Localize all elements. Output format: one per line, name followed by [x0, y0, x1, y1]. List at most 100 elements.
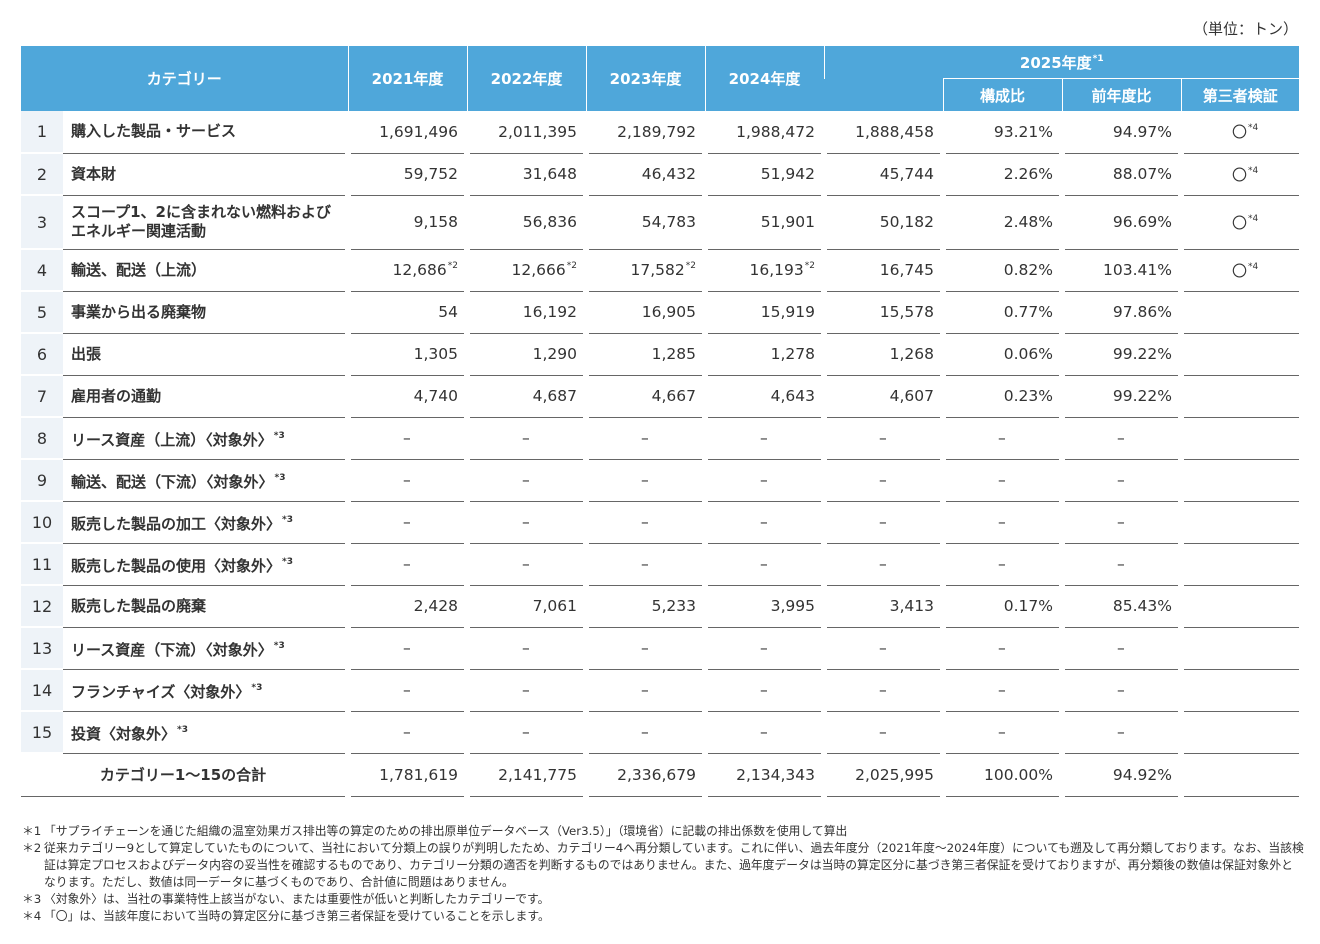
value-text: 5,233 — [651, 597, 697, 615]
value-text: – — [522, 429, 530, 447]
category-name: スコープ1、2に含まれない燃料および エネルギー関連活動 — [63, 195, 349, 250]
value-cell: 2,011,395 — [464, 111, 587, 154]
value-cell: 1,290 — [464, 333, 587, 376]
value-text: – — [641, 471, 649, 489]
value-text: – — [760, 639, 768, 657]
value-text: 1,268 — [889, 345, 935, 363]
scope3-emissions-table: カテゴリー 2021年度 2022年度 2023年度 2024年度 2025年度… — [21, 46, 1300, 797]
table-row: 6 出張 1,305 1,290 1,285 1,278 1,268 0.06% 99.22% — [21, 333, 1300, 376]
verification-cell — [1178, 417, 1300, 460]
table-row: 15 投資〈対象外〉*3– – – – – – – — [21, 711, 1300, 754]
category-name: 輸送、配送（下流）〈対象外〉*3 — [63, 459, 349, 502]
row-number: 11 — [21, 543, 63, 586]
category-name: 販売した製品の廃棄 — [63, 585, 349, 628]
verification-cell: 〇*4 — [1178, 249, 1300, 292]
yoy-ratio-cell: 103.41% — [1059, 249, 1182, 292]
value-text: – — [522, 471, 530, 489]
value-cell: – — [821, 543, 944, 586]
value-cell: 31,648 — [464, 153, 587, 196]
yoy-ratio-cell: 97.86% — [1059, 291, 1182, 334]
value-cell: 2,189,792 — [583, 111, 706, 154]
value-cell: 45,744 — [821, 153, 944, 196]
value-cell: 15,919 — [702, 291, 825, 334]
composition-ratio-cell: 0.06% — [940, 333, 1063, 376]
value-cell: – — [583, 669, 706, 712]
value-text: – — [760, 555, 768, 573]
value-text: 16,905 — [641, 303, 697, 321]
value-text: 4,643 — [770, 387, 816, 405]
value-cell: – — [702, 501, 825, 544]
verification-cell — [1178, 291, 1300, 334]
value-cell: – — [464, 711, 587, 754]
value-cell: 4,643 — [702, 375, 825, 418]
value-cell: 12,686*2 — [345, 249, 468, 292]
category-label: 輸送、配送（上流） — [71, 260, 207, 279]
value-cell: – — [345, 627, 468, 670]
table-row: 2 資本財 59,752 31,648 46,432 51,942 45,744 2.26% 8… — [21, 153, 1300, 196]
category-name: リース資産（上流）〈対象外〉*3 — [63, 417, 349, 460]
value-text: – — [879, 471, 887, 489]
verification-cell — [1178, 543, 1300, 586]
value-cell: – — [583, 711, 706, 754]
yoy-ratio-cell: 96.69% — [1059, 195, 1182, 250]
footnote-mark: *2 — [447, 261, 459, 271]
footnote-number: ＊3 — [22, 892, 42, 906]
verification-cell — [1178, 627, 1300, 670]
footnote-mark: *1 — [1092, 53, 1104, 64]
value-cell: 1,691,496 — [345, 111, 468, 154]
header-year-2024: 2024年度 — [704, 46, 825, 111]
category-label: 購入した製品・サービス — [71, 122, 237, 141]
value-cell: – — [821, 417, 944, 460]
value-text: 46,432 — [641, 165, 697, 183]
value-cell: 4,667 — [583, 375, 706, 418]
row-number: 13 — [21, 627, 63, 670]
value-cell: – — [345, 711, 468, 754]
verification-cell — [1178, 333, 1300, 376]
value-cell: – — [821, 501, 944, 544]
category-label: 出張 — [71, 344, 102, 363]
composition-ratio-cell: – — [940, 627, 1063, 670]
value-text: – — [522, 513, 530, 531]
footnote-mark: *3 — [177, 724, 188, 735]
footnote: ＊4 「〇」は、当該年度において当時の算定区分に基づき第三者保証を受けていることを… — [22, 908, 1304, 925]
value-text: 59,752 — [403, 165, 459, 183]
footnote-mark: *4 — [1248, 123, 1259, 134]
value-text: 15,919 — [760, 303, 816, 321]
value-cell: – — [702, 543, 825, 586]
header-third-party-verification: 第三者検証 — [1180, 78, 1300, 111]
category-label: リース資産（上流）〈対象外〉 — [71, 430, 273, 449]
composition-ratio-cell: – — [940, 501, 1063, 544]
footnote: ＊1 「サプライチェーンを通じた組織の温室効果ガス排出等の算定のための排出原単位デ… — [22, 823, 1304, 840]
row-number: 6 — [21, 333, 63, 376]
value-text: – — [879, 681, 887, 699]
value-cell: 1,988,472 — [702, 111, 825, 154]
verification-cell — [1178, 585, 1300, 628]
value-text: 3,413 — [889, 597, 935, 615]
value-text: – — [522, 639, 530, 657]
category-label: 資本財 — [71, 164, 117, 183]
value-text: 1,691,496 — [379, 122, 459, 141]
value-cell: – — [464, 669, 587, 712]
category-name: 輸送、配送（上流） — [63, 249, 349, 292]
value-cell: – — [583, 627, 706, 670]
value-cell: – — [345, 417, 468, 460]
verification-cell — [1178, 501, 1300, 544]
value-text: 56,836 — [522, 213, 578, 231]
value-cell: – — [821, 669, 944, 712]
category-name: リース資産（下流）〈対象外〉*3 — [63, 627, 349, 670]
value-text: 16,192 — [522, 303, 578, 321]
value-cell: 51,942 — [702, 153, 825, 196]
value-cell: – — [702, 627, 825, 670]
composition-ratio-cell: 2.26% — [940, 153, 1063, 196]
value-text: 12,686 — [392, 261, 447, 279]
value-text: – — [760, 471, 768, 489]
composition-ratio-cell: – — [940, 669, 1063, 712]
category-name: 投資〈対象外〉*3 — [63, 711, 349, 754]
category-label: 輸送、配送（下流）〈対象外〉 — [71, 472, 274, 491]
category-label: スコープ1、2に含まれない燃料および エネルギー関連活動 — [71, 203, 331, 240]
value-text: 2,189,792 — [617, 122, 697, 141]
row-number: 10 — [21, 501, 63, 544]
value-cell: – — [583, 543, 706, 586]
value-text: 51,901 — [760, 213, 816, 231]
table-row: 11 販売した製品の使用〈対象外〉*3– – – – – – – — [21, 543, 1300, 586]
